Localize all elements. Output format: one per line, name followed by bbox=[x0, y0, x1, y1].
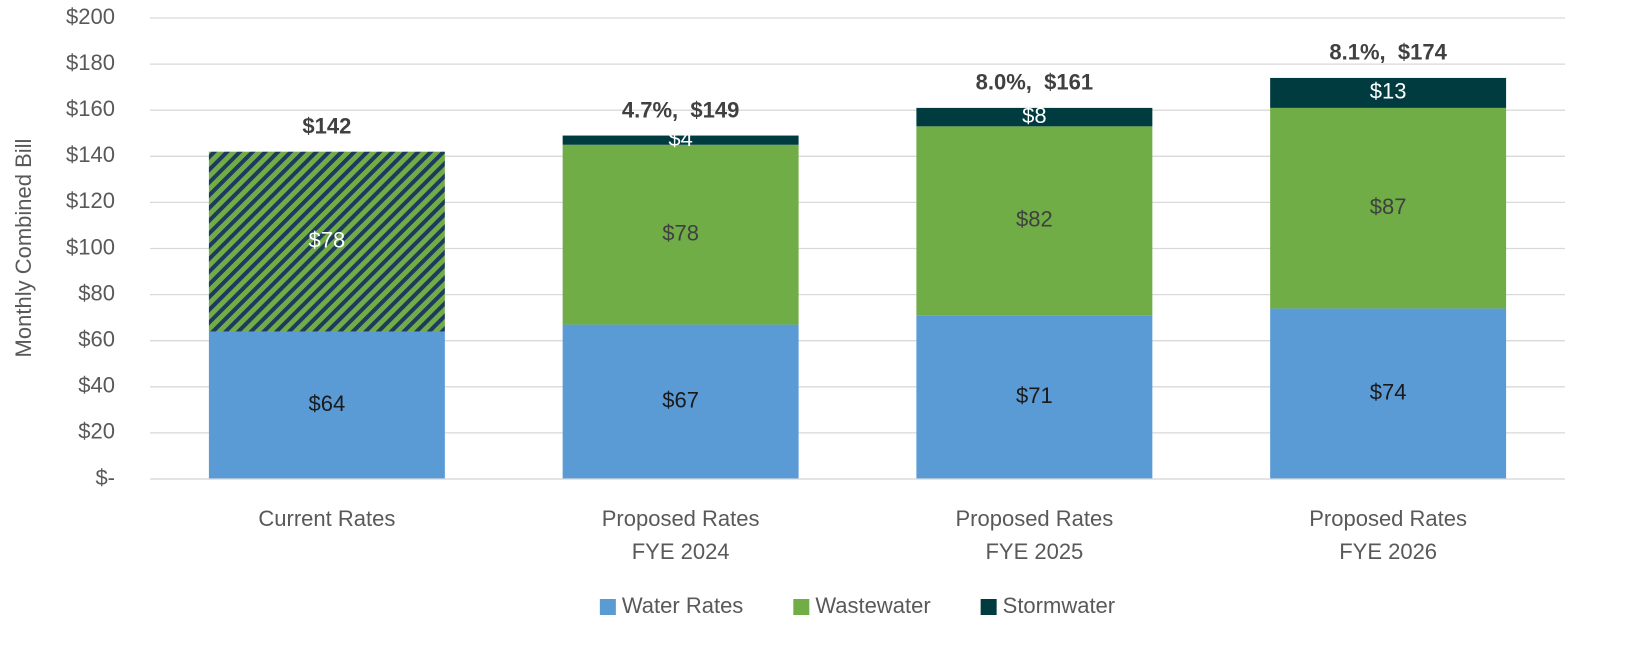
data-label: $71 bbox=[1016, 383, 1053, 408]
bar-segment bbox=[916, 315, 1153, 479]
bar-segment bbox=[562, 144, 799, 325]
legend-label: Wastewater bbox=[815, 593, 930, 618]
y-tick-label: $40 bbox=[78, 373, 115, 398]
legend-swatch bbox=[599, 599, 616, 615]
x-tick-label: Proposed Rates bbox=[1309, 506, 1467, 531]
data-label: $4 bbox=[668, 126, 692, 151]
y-tick-label: $160 bbox=[66, 96, 115, 121]
data-label: $78 bbox=[309, 227, 346, 252]
data-label: $13 bbox=[1370, 79, 1407, 104]
data-label: $82 bbox=[1016, 207, 1053, 232]
data-label: $74 bbox=[1370, 380, 1407, 405]
legend-label: Water Rates bbox=[622, 593, 743, 618]
legend-swatch bbox=[793, 599, 810, 615]
total-label: 4.7%, $149 bbox=[622, 97, 739, 122]
bar-segment bbox=[562, 135, 799, 145]
total-label: 8.1%, $174 bbox=[1329, 40, 1447, 65]
data-label: $87 bbox=[1370, 194, 1407, 219]
x-tick-label: FYE 2024 bbox=[632, 539, 730, 564]
bar-segment bbox=[916, 107, 1153, 127]
y-tick-label: $80 bbox=[78, 280, 115, 305]
legend-label: Stormwater bbox=[1003, 593, 1115, 618]
bar-segment bbox=[208, 151, 445, 332]
y-tick-label: $120 bbox=[66, 188, 115, 213]
total-label: 8.0%, $161 bbox=[976, 70, 1093, 95]
y-tick-label: $- bbox=[95, 465, 115, 490]
bar-segment bbox=[1270, 107, 1507, 309]
x-tick-label: Proposed Rates bbox=[602, 506, 760, 531]
x-tick-label: FYE 2026 bbox=[1339, 539, 1437, 564]
legend-swatch bbox=[980, 599, 997, 615]
x-tick-label: FYE 2025 bbox=[985, 539, 1083, 564]
y-axis-label: Monthly Combined Bill bbox=[11, 139, 36, 358]
y-tick-label: $60 bbox=[78, 327, 115, 352]
data-label: $78 bbox=[662, 220, 699, 245]
y-tick-label: $180 bbox=[66, 50, 115, 75]
y-tick-label: $200 bbox=[66, 4, 115, 29]
x-tick-label: Current Rates bbox=[258, 506, 395, 531]
bar-segment bbox=[1270, 308, 1507, 479]
data-label: $64 bbox=[309, 391, 346, 416]
bar-segment bbox=[916, 126, 1153, 316]
bar-segment bbox=[1270, 77, 1507, 108]
bar-segment bbox=[208, 331, 445, 479]
x-tick-label: Proposed Rates bbox=[955, 506, 1113, 531]
bar-segment bbox=[562, 324, 799, 479]
y-tick-label: $20 bbox=[78, 419, 115, 444]
y-tick-label: $140 bbox=[66, 142, 115, 167]
data-label: $67 bbox=[662, 388, 699, 413]
total-label: $142 bbox=[302, 114, 351, 139]
data-label: $8 bbox=[1022, 103, 1046, 128]
y-tick-label: $100 bbox=[66, 234, 115, 259]
